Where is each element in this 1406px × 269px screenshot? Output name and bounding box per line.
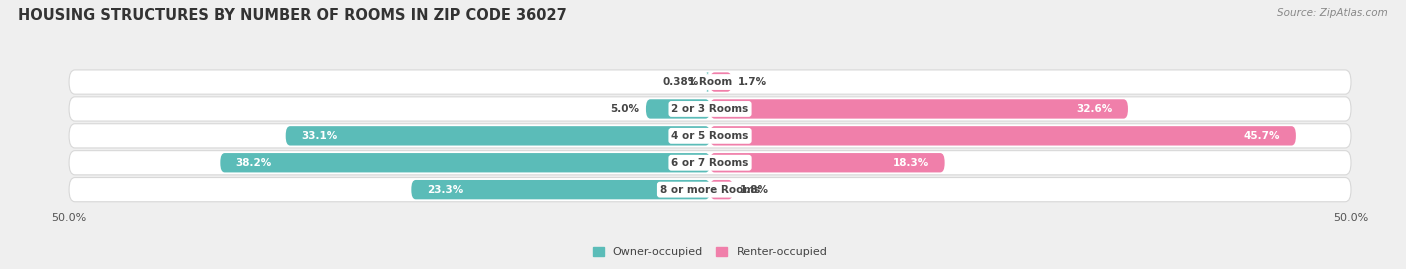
- FancyBboxPatch shape: [710, 180, 733, 199]
- Text: 5.0%: 5.0%: [610, 104, 640, 114]
- FancyBboxPatch shape: [412, 180, 710, 199]
- Text: 32.6%: 32.6%: [1077, 104, 1112, 114]
- FancyBboxPatch shape: [69, 151, 1351, 175]
- FancyBboxPatch shape: [710, 153, 945, 172]
- Text: 1.7%: 1.7%: [738, 77, 768, 87]
- FancyBboxPatch shape: [69, 97, 1351, 121]
- Text: 2 or 3 Rooms: 2 or 3 Rooms: [672, 104, 748, 114]
- FancyBboxPatch shape: [69, 178, 1351, 202]
- Text: 8 or more Rooms: 8 or more Rooms: [659, 185, 761, 195]
- FancyBboxPatch shape: [221, 153, 710, 172]
- FancyBboxPatch shape: [710, 126, 1296, 146]
- FancyBboxPatch shape: [645, 99, 710, 119]
- Text: 1.8%: 1.8%: [740, 185, 769, 195]
- Text: 45.7%: 45.7%: [1244, 131, 1281, 141]
- Text: HOUSING STRUCTURES BY NUMBER OF ROOMS IN ZIP CODE 36027: HOUSING STRUCTURES BY NUMBER OF ROOMS IN…: [18, 8, 567, 23]
- Legend: Owner-occupied, Renter-occupied: Owner-occupied, Renter-occupied: [588, 242, 832, 261]
- Text: Source: ZipAtlas.com: Source: ZipAtlas.com: [1277, 8, 1388, 18]
- FancyBboxPatch shape: [285, 126, 710, 146]
- Text: 33.1%: 33.1%: [301, 131, 337, 141]
- Text: 18.3%: 18.3%: [893, 158, 929, 168]
- FancyBboxPatch shape: [706, 72, 710, 92]
- Text: 4 or 5 Rooms: 4 or 5 Rooms: [671, 131, 749, 141]
- FancyBboxPatch shape: [710, 72, 731, 92]
- Text: 0.38%: 0.38%: [662, 77, 699, 87]
- FancyBboxPatch shape: [69, 124, 1351, 148]
- Text: 6 or 7 Rooms: 6 or 7 Rooms: [671, 158, 749, 168]
- FancyBboxPatch shape: [710, 99, 1128, 119]
- Text: 1 Room: 1 Room: [688, 77, 733, 87]
- Text: 38.2%: 38.2%: [236, 158, 271, 168]
- FancyBboxPatch shape: [69, 70, 1351, 94]
- Text: 23.3%: 23.3%: [427, 185, 463, 195]
